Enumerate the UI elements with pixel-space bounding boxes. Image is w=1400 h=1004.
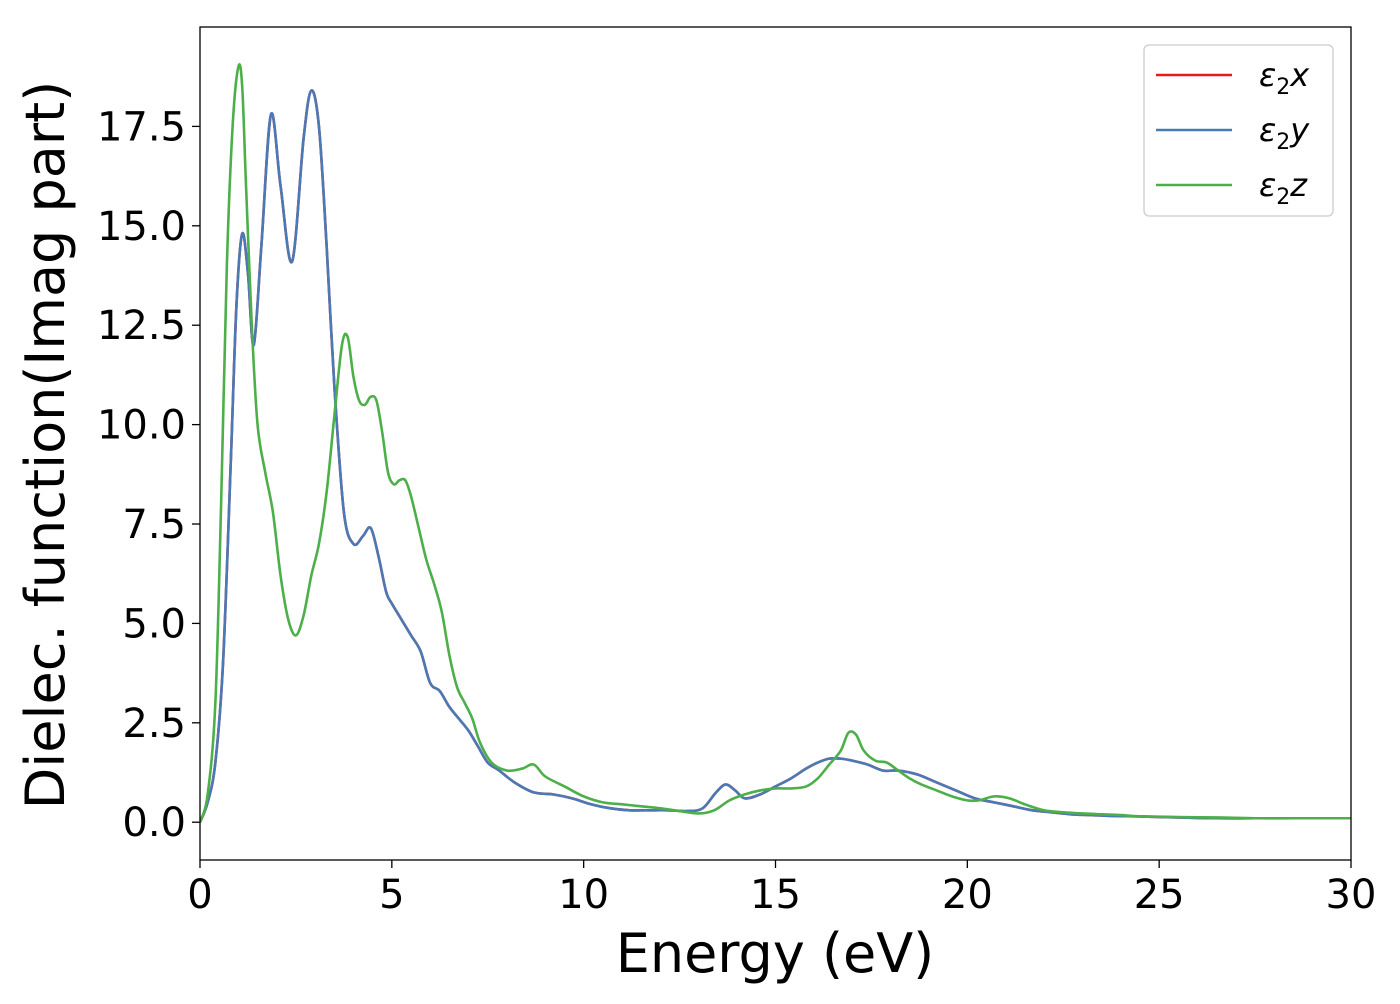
x-tick-label: 20 [942, 872, 993, 918]
x-tick-label: 30 [1326, 872, 1377, 918]
axes-layer: 0 5 10 15 20 25 30 0.0 2.5 5.0 7.5 10.0 12.5 15.0 17.5 [97, 26, 1377, 918]
plot-area [200, 62, 1351, 823]
series-line-y [200, 89, 1351, 823]
y-tick-label: 10.0 [97, 403, 186, 449]
y-tick-label: 15.0 [97, 204, 186, 250]
legend-label-z: ε2z [1259, 166, 1308, 210]
series-line-z [200, 62, 1351, 823]
x-tick-label: 0 [187, 872, 212, 918]
y-axis-label: Dielec. function(Imag part) [14, 81, 77, 810]
y-tick-label: 5.0 [122, 601, 186, 647]
y-tick-label: 2.5 [122, 701, 186, 747]
x-axis-label: Energy (eV) [616, 922, 935, 985]
legend: ε2x ε2y ε2z [1143, 44, 1334, 217]
x-tick-label: 15 [750, 872, 801, 918]
legend-box [1143, 44, 1334, 217]
y-tick-label: 7.5 [122, 502, 186, 548]
series-lines [200, 62, 1351, 823]
x-tick-label: 25 [1134, 872, 1185, 918]
y-tick-label: 17.5 [97, 104, 186, 150]
y-tick-label: 12.5 [97, 303, 186, 349]
x-tick-label: 10 [558, 872, 609, 918]
legend-label-y: ε2y [1259, 111, 1310, 155]
legend-label-x: ε2x [1259, 56, 1310, 100]
x-tick-label: 5 [379, 872, 404, 918]
y-tick-label: 0.0 [122, 800, 186, 846]
